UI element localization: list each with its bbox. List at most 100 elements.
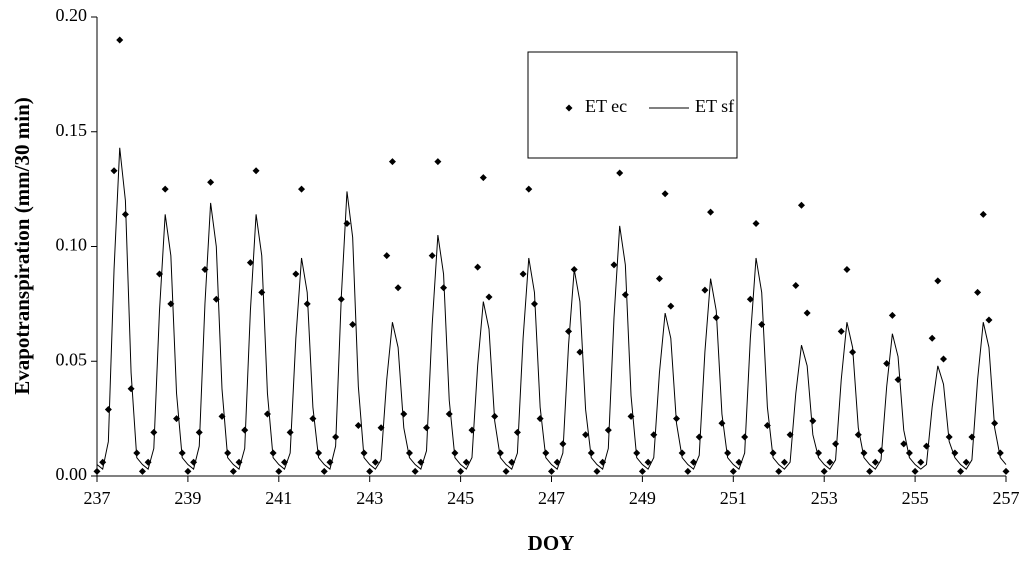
point xyxy=(928,334,936,342)
point xyxy=(445,410,453,418)
legend-label: ET sf xyxy=(695,96,734,116)
point xyxy=(1002,467,1010,475)
point xyxy=(968,433,976,441)
point xyxy=(815,449,823,457)
point xyxy=(207,178,215,186)
y-tick-label: 0.05 xyxy=(56,349,88,369)
x-tick-label: 239 xyxy=(174,488,201,508)
point xyxy=(366,467,374,475)
point xyxy=(150,428,158,436)
point xyxy=(258,288,266,296)
point xyxy=(962,458,970,466)
y-tick-label: 0.10 xyxy=(56,235,88,255)
line xyxy=(96,147,1007,471)
point xyxy=(860,449,868,457)
point xyxy=(400,410,408,418)
x-tick-label: 255 xyxy=(902,488,929,508)
y-tick-label: 0.20 xyxy=(56,5,88,25)
point xyxy=(996,449,1004,457)
point xyxy=(650,431,658,439)
point xyxy=(803,309,811,317)
point xyxy=(138,467,146,475)
point xyxy=(900,440,908,448)
point xyxy=(485,293,493,301)
point xyxy=(576,348,584,356)
point xyxy=(582,431,590,439)
point xyxy=(752,220,760,228)
point xyxy=(565,327,573,335)
point xyxy=(883,360,891,368)
point xyxy=(917,458,925,466)
point xyxy=(548,467,555,475)
point xyxy=(292,270,300,278)
point xyxy=(797,201,805,209)
point xyxy=(701,286,709,294)
point xyxy=(542,449,550,457)
x-tick-label: 247 xyxy=(538,488,565,508)
point xyxy=(229,467,237,475)
point xyxy=(843,265,851,273)
point xyxy=(502,467,510,475)
point xyxy=(604,426,612,434)
y-tick-label: 0.15 xyxy=(56,120,88,140)
x-tick-label: 237 xyxy=(84,488,111,508)
y-axis-title: Evapotranspiration (mm/30 min) xyxy=(10,97,34,395)
point xyxy=(678,449,686,457)
point xyxy=(184,467,192,475)
point xyxy=(684,467,692,475)
point xyxy=(934,277,942,285)
point xyxy=(854,431,862,439)
point xyxy=(110,167,118,175)
point xyxy=(468,426,476,434)
point xyxy=(519,270,527,278)
point xyxy=(826,458,834,466)
legend-box xyxy=(527,51,738,159)
point xyxy=(246,259,254,267)
x-axis-title: DOY xyxy=(528,531,575,555)
point xyxy=(621,291,629,299)
point xyxy=(116,36,124,44)
point xyxy=(195,428,203,436)
point xyxy=(394,284,402,292)
point xyxy=(241,426,249,434)
point xyxy=(315,449,323,457)
point xyxy=(513,428,521,436)
point xyxy=(866,467,874,475)
point xyxy=(775,467,783,475)
x-tick-label: 249 xyxy=(629,488,656,508)
point xyxy=(911,467,919,475)
point xyxy=(724,449,732,457)
point xyxy=(587,449,595,457)
point xyxy=(525,185,533,193)
point xyxy=(388,158,396,166)
point xyxy=(309,415,317,423)
point xyxy=(746,295,754,303)
point xyxy=(536,415,544,423)
point xyxy=(127,385,135,393)
legend-label: ET ec xyxy=(585,96,627,116)
point xyxy=(593,467,601,475)
point xyxy=(792,282,800,290)
point xyxy=(769,449,777,457)
point xyxy=(718,419,726,427)
point xyxy=(286,428,294,436)
point xyxy=(320,467,328,475)
point xyxy=(729,467,737,475)
point xyxy=(695,433,703,441)
point xyxy=(423,424,431,432)
point xyxy=(957,467,965,475)
point xyxy=(434,158,442,166)
point xyxy=(667,302,675,310)
point xyxy=(832,440,840,448)
point xyxy=(354,422,362,430)
point xyxy=(809,417,817,425)
x-tick-label: 251 xyxy=(720,488,747,508)
point xyxy=(530,300,538,308)
x-tick-label: 245 xyxy=(447,488,474,508)
point xyxy=(888,311,896,319)
point xyxy=(474,263,482,271)
point xyxy=(298,185,306,193)
point xyxy=(707,208,715,216)
